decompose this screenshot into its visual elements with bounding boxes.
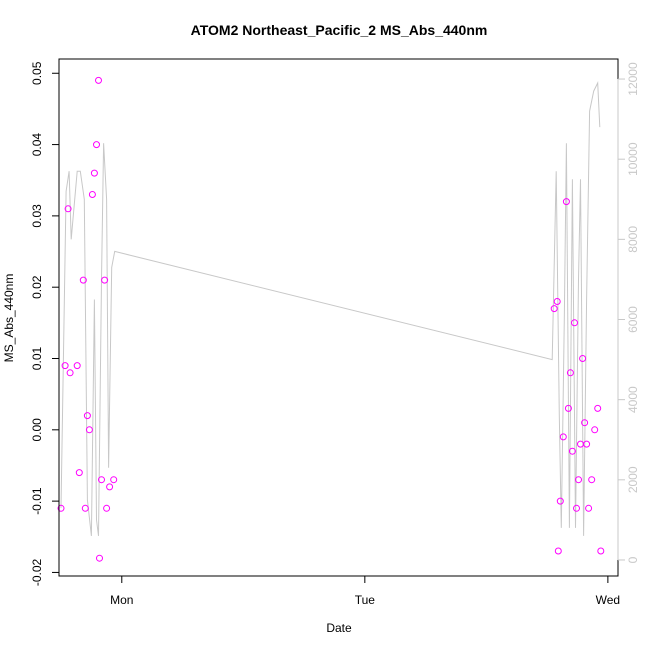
data-point bbox=[88, 191, 96, 198]
data-point bbox=[579, 355, 587, 362]
x-axis-label: Date bbox=[326, 621, 352, 635]
y2-tick-label: 6000 bbox=[626, 306, 640, 333]
data-point bbox=[594, 404, 602, 412]
y-axis-label: MS_Abs_440nm bbox=[2, 274, 16, 363]
data-point bbox=[588, 476, 596, 484]
data-point bbox=[81, 504, 89, 512]
y-tick-label: 0.02 bbox=[30, 275, 44, 299]
data-point bbox=[553, 298, 561, 305]
y-tick-label: -0.01 bbox=[30, 487, 44, 515]
data-point bbox=[106, 483, 114, 491]
x-tick-label: Wed bbox=[596, 593, 620, 607]
y-tick-label: 0.01 bbox=[30, 347, 44, 371]
y2-tick-label: 12000 bbox=[626, 62, 640, 96]
data-point bbox=[556, 497, 564, 505]
data-point bbox=[98, 476, 105, 484]
x-tick-label: Tue bbox=[355, 593, 376, 607]
chart-title: ATOM2 Northeast_Pacific_2 MS_Abs_440nm bbox=[191, 22, 488, 38]
data-point bbox=[93, 141, 100, 149]
data-point bbox=[554, 547, 562, 555]
data-point bbox=[559, 433, 567, 441]
y2-tick-label: 2000 bbox=[626, 466, 640, 493]
data-point bbox=[575, 476, 582, 484]
series-line bbox=[60, 81, 601, 536]
data-point bbox=[597, 547, 605, 555]
data-point bbox=[66, 369, 74, 377]
data-point bbox=[85, 426, 93, 434]
data-point bbox=[73, 362, 81, 370]
y2-tick-label: 0 bbox=[626, 556, 640, 563]
y-tick-label: 0.05 bbox=[30, 61, 44, 85]
data-point bbox=[568, 447, 576, 455]
data-point bbox=[103, 504, 111, 512]
data-point bbox=[101, 276, 109, 284]
y-tick-label: 0.00 bbox=[30, 418, 44, 442]
y2-tick-label: 4000 bbox=[626, 386, 640, 413]
data-point bbox=[566, 369, 574, 377]
data-point bbox=[96, 554, 103, 562]
plot-frame bbox=[58, 58, 619, 577]
data-point bbox=[581, 419, 589, 427]
data-point bbox=[61, 362, 69, 370]
data-point bbox=[90, 169, 98, 177]
data-point bbox=[562, 198, 570, 206]
data-point bbox=[75, 469, 83, 477]
data-point bbox=[573, 504, 580, 512]
data-point bbox=[550, 305, 558, 313]
data-point bbox=[64, 205, 72, 213]
data-point bbox=[110, 476, 118, 484]
data-point bbox=[95, 76, 102, 84]
y-tick-label: -0.02 bbox=[30, 558, 44, 586]
data-point bbox=[83, 412, 91, 420]
data-point bbox=[57, 504, 65, 512]
data-point bbox=[564, 404, 572, 412]
data-point bbox=[585, 504, 593, 512]
data-point bbox=[583, 440, 591, 448]
data-point bbox=[591, 426, 599, 434]
y-tick-label: 0.03 bbox=[30, 204, 44, 228]
data-point bbox=[79, 276, 87, 284]
y2-tick-label: 8000 bbox=[626, 226, 640, 253]
y-tick-label: 0.04 bbox=[30, 133, 44, 157]
y2-tick-label: 10000 bbox=[626, 142, 640, 176]
x-tick-label: Mon bbox=[110, 593, 133, 607]
data-point bbox=[571, 319, 578, 327]
plot-area bbox=[57, 76, 605, 562]
